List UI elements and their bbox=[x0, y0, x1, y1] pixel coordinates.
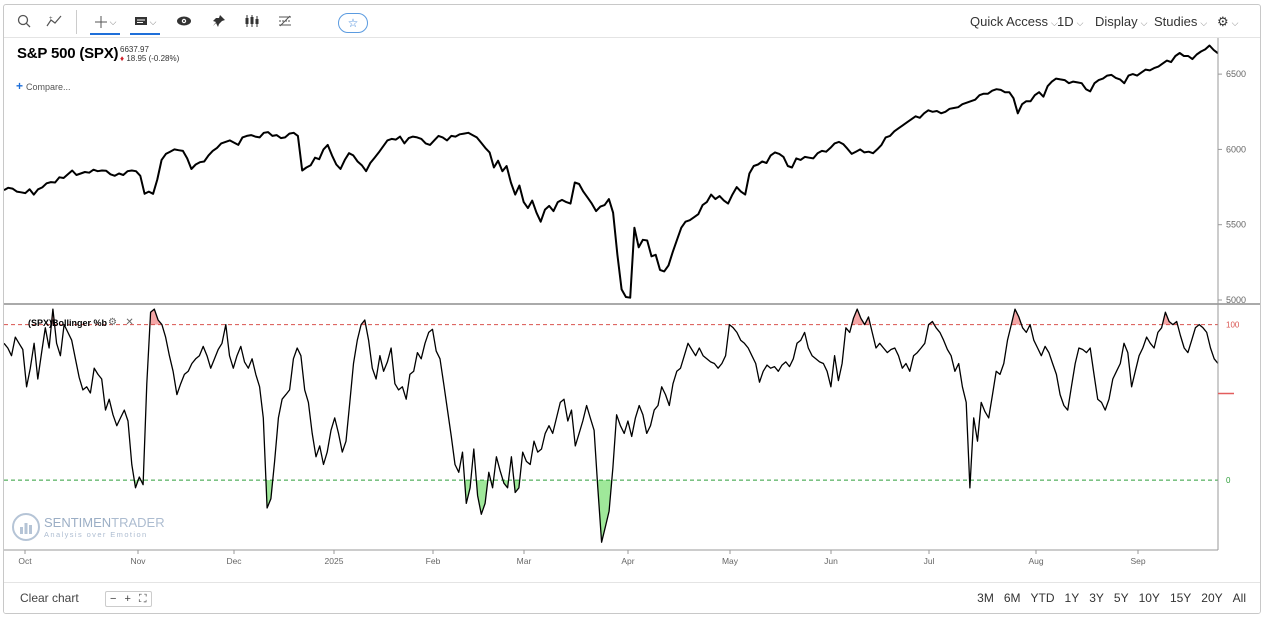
range-button-3y[interactable]: 3Y bbox=[1089, 591, 1104, 605]
axes: 5000 5500 6000 6500 0 100 Oct Nov Dec 2025 Feb Mar A… bbox=[4, 38, 1260, 566]
x-tick-label: Apr bbox=[621, 556, 634, 566]
chevron-down-icon: ⌵ bbox=[149, 16, 157, 27]
close-icon[interactable]: ✕ bbox=[125, 317, 134, 328]
toolbar-divider bbox=[76, 10, 77, 34]
y-tick-label: 0 bbox=[1226, 476, 1231, 485]
x-tick-label: Mar bbox=[517, 556, 532, 566]
chevron-down-icon: ⌵ bbox=[1051, 18, 1058, 28]
display-label: Display bbox=[1095, 14, 1138, 29]
svg-text:+: + bbox=[49, 16, 53, 22]
eye-icon[interactable] bbox=[176, 11, 192, 31]
range-button-all[interactable]: All bbox=[1232, 591, 1246, 605]
studies-menu[interactable]: Studies ⌵ bbox=[1154, 14, 1207, 29]
logo-icon bbox=[12, 513, 40, 541]
range-button-5y[interactable]: 5Y bbox=[1113, 591, 1129, 605]
display-menu[interactable]: Display ⌵ bbox=[1095, 14, 1147, 29]
price-change: 18.95 (-0.28%) bbox=[126, 54, 180, 63]
down-arrow-icon: ♦ bbox=[120, 54, 125, 63]
oversold-fill bbox=[502, 480, 509, 488]
x-tick-label: Aug bbox=[1028, 556, 1043, 566]
drawing-tool-icon[interactable] bbox=[278, 11, 292, 31]
chart-type-button[interactable]: ⌵ bbox=[130, 11, 160, 35]
y-tick-label: 6000 bbox=[1226, 144, 1246, 154]
x-tick-label: Oct bbox=[18, 556, 32, 566]
overbought-fill bbox=[1011, 309, 1022, 325]
quote-box: 6637.97 ♦ 18.95 (-0.28%) bbox=[120, 45, 179, 63]
range-button-1y[interactable]: 1Y bbox=[1064, 591, 1080, 605]
zoom-out-button[interactable]: − bbox=[110, 593, 117, 605]
chevron-down-icon: ⌵ bbox=[109, 16, 117, 27]
x-tick-label: Jul bbox=[924, 556, 935, 566]
range-button-10y[interactable]: 10Y bbox=[1138, 591, 1160, 605]
interval-label: 1D bbox=[1057, 14, 1074, 29]
studies-label: Studies bbox=[1154, 14, 1198, 29]
compare-label: Compare... bbox=[26, 82, 71, 92]
x-tick-label: 2025 bbox=[325, 556, 344, 566]
overbought-fill bbox=[851, 309, 865, 325]
star-icon: ☆ bbox=[347, 16, 359, 30]
x-tick-label: Feb bbox=[426, 556, 441, 566]
y-tick-label: 5500 bbox=[1226, 220, 1246, 230]
x-tick-label: Nov bbox=[130, 556, 146, 566]
plus-icon: + bbox=[16, 79, 24, 93]
price-panel bbox=[4, 44, 1219, 299]
bottom-bar: Clear chart − + ⛶ 3M 6M YTD 1Y 3Y 5Y 10Y 15Y 20Y… bbox=[4, 582, 1260, 613]
chevron-down-icon: ⌵ bbox=[1140, 18, 1148, 28]
interval-menu[interactable]: 1D ⌵ bbox=[1057, 14, 1083, 29]
zoom-in-button[interactable]: + bbox=[124, 593, 131, 605]
settings-menu[interactable]: ⚙ ⌵ bbox=[1217, 14, 1238, 30]
range-button-ytd[interactable]: YTD bbox=[1030, 591, 1055, 605]
gear-icon[interactable]: ⚙ bbox=[108, 317, 117, 328]
crosshair-icon bbox=[94, 16, 107, 28]
oversold-fill bbox=[476, 480, 488, 515]
y-tick-label: 100 bbox=[1226, 321, 1240, 330]
quick-access-menu[interactable]: Quick Access ⌵ bbox=[970, 14, 1058, 29]
y-tick-label: 6500 bbox=[1226, 69, 1246, 79]
candlestick-icon[interactable] bbox=[244, 11, 260, 31]
zoom-controls: − + ⛶ bbox=[105, 591, 152, 607]
chevron-down-icon: ⌵ bbox=[1231, 18, 1239, 28]
gear-icon: ⚙ bbox=[1217, 14, 1229, 29]
range-button-20y[interactable]: 20Y bbox=[1201, 591, 1223, 605]
last-price: 6637.97 bbox=[120, 45, 149, 54]
x-tick-label: Dec bbox=[226, 556, 242, 566]
x-tick-label: Jun bbox=[824, 556, 838, 566]
quick-access-label: Quick Access bbox=[970, 14, 1049, 29]
message-icon bbox=[134, 17, 147, 25]
symbol-header: S&P 500 (SPX) bbox=[17, 45, 119, 63]
search-icon[interactable] bbox=[17, 11, 31, 31]
overbought-fill bbox=[149, 309, 162, 325]
logo-text-a: SENTIMEN bbox=[44, 515, 112, 530]
crosshair-button[interactable]: ⌵ bbox=[90, 11, 120, 35]
compare-button[interactable]: + Compare... bbox=[16, 79, 71, 93]
chevron-down-icon: ⌵ bbox=[1076, 18, 1084, 28]
chevron-down-icon: ⌵ bbox=[1200, 18, 1208, 28]
x-tick-label: May bbox=[722, 556, 739, 566]
range-selector: 3M 6M YTD 1Y 3Y 5Y 10Y 15Y 20Y All bbox=[977, 591, 1246, 605]
watermark-logo: SENTIMENTRADER Analysis over Emotion bbox=[12, 513, 165, 541]
trend-icon[interactable]: + bbox=[46, 11, 62, 31]
indicator-panel bbox=[4, 308, 1219, 543]
clear-chart-button[interactable]: Clear chart bbox=[20, 591, 79, 605]
bollinger-b-line bbox=[4, 308, 1219, 543]
favorite-star-button[interactable]: ☆ bbox=[338, 13, 368, 33]
y-tick-label: 5000 bbox=[1226, 295, 1246, 305]
range-button-3m[interactable]: 3M bbox=[977, 591, 994, 605]
spx-price-line bbox=[4, 44, 1219, 299]
toolbar: + ⌵ ⌵ ☆ Quick Access ⌵ 1D ⌵ Display ⌵ Studi… bbox=[4, 5, 1260, 38]
page-title: S&P 500 (SPX) bbox=[17, 45, 119, 62]
oversold-fill bbox=[265, 480, 273, 509]
chart-area[interactable]: 5000 5500 6000 6500 0 100 Oct Nov Dec 2025 Feb Mar A… bbox=[4, 38, 1261, 586]
indicator-controls: ⚙ ✕ bbox=[108, 317, 134, 328]
fit-icon[interactable]: ⛶ bbox=[138, 592, 147, 605]
logo-text-b: TRADER bbox=[111, 515, 165, 530]
pin-icon[interactable] bbox=[212, 11, 226, 31]
x-tick-label: Sep bbox=[1130, 556, 1145, 566]
range-button-6m[interactable]: 6M bbox=[1003, 591, 1021, 605]
chart-window: + ⌵ ⌵ ☆ Quick Access ⌵ 1D ⌵ Display ⌵ Studi… bbox=[3, 4, 1261, 614]
range-button-15y[interactable]: 15Y bbox=[1169, 591, 1192, 605]
logo-tagline: Analysis over Emotion bbox=[44, 530, 148, 539]
indicator-label: (SPX)Bollinger %b bbox=[28, 318, 108, 328]
